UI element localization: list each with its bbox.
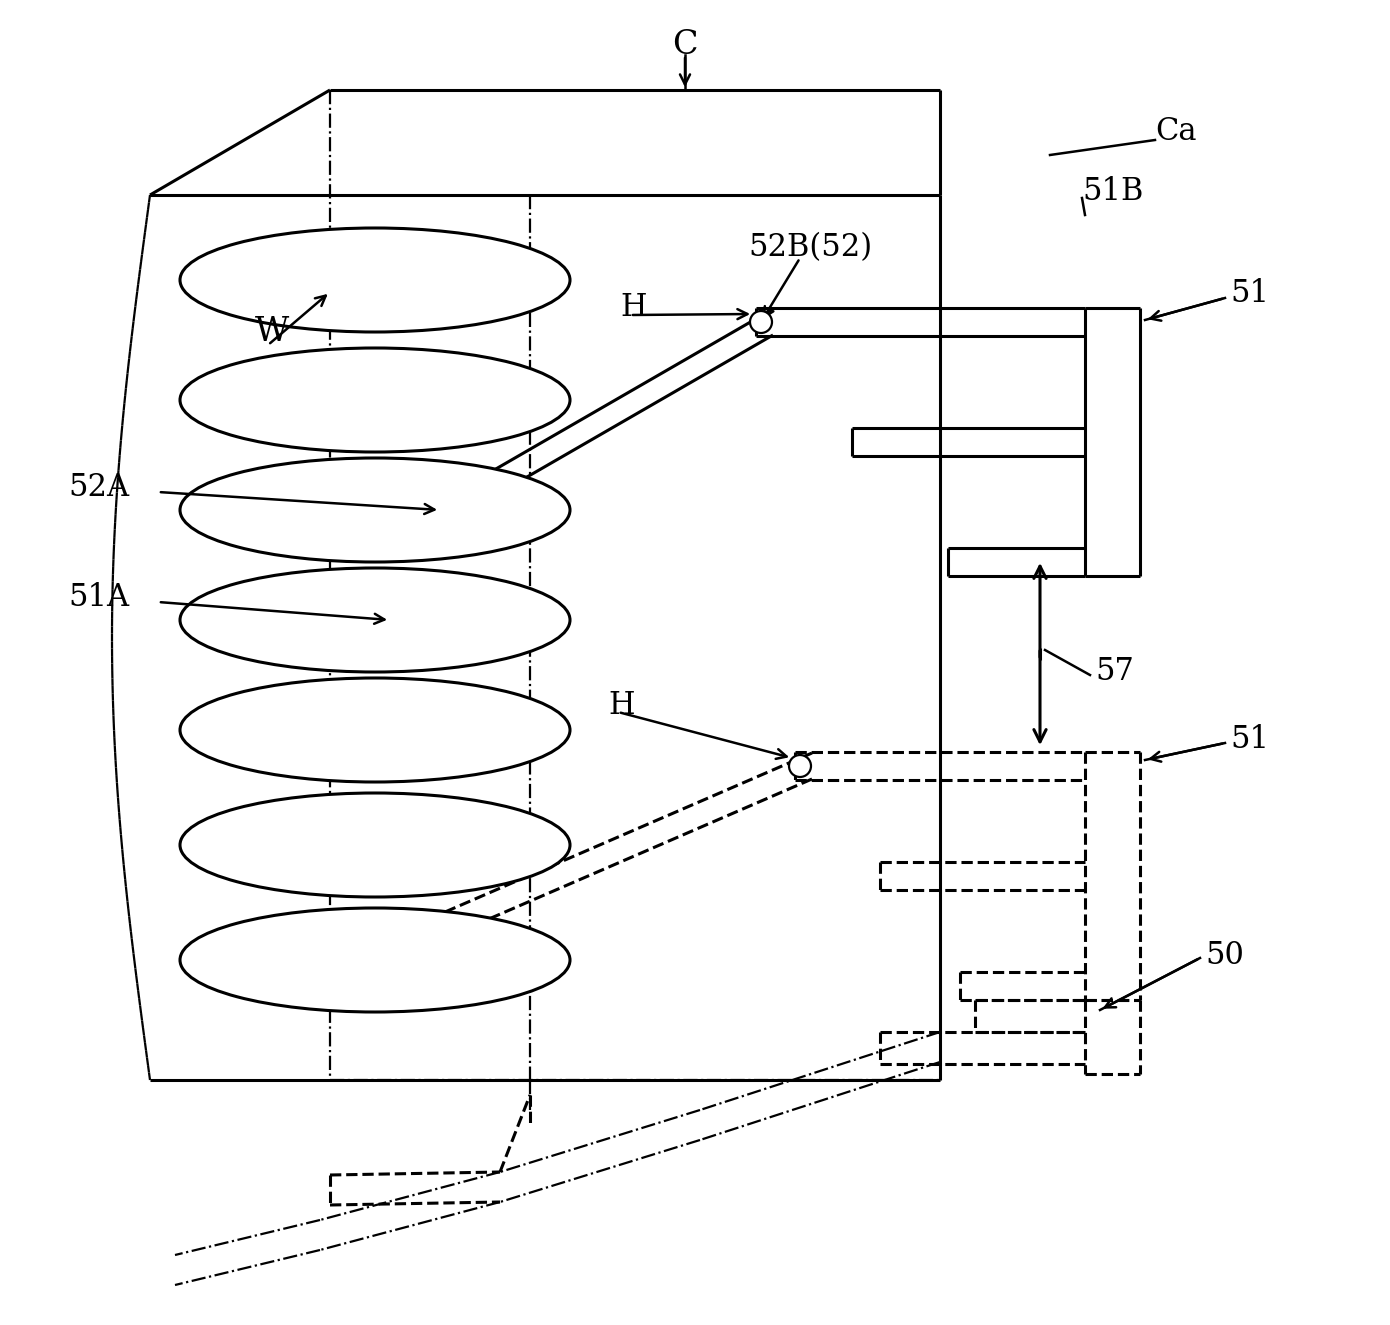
Ellipse shape <box>179 568 570 672</box>
Ellipse shape <box>179 792 570 897</box>
Ellipse shape <box>179 228 570 333</box>
Text: 52B(52): 52B(52) <box>748 232 872 264</box>
Circle shape <box>751 311 771 333</box>
Text: 51: 51 <box>1230 725 1269 755</box>
Circle shape <box>790 755 810 776</box>
Text: 57: 57 <box>1095 656 1134 688</box>
Text: W: W <box>254 315 289 348</box>
Text: 51: 51 <box>1230 277 1269 309</box>
Text: Ca: Ca <box>1155 117 1197 147</box>
Text: H: H <box>607 689 634 721</box>
Text: C: C <box>673 29 698 61</box>
Ellipse shape <box>179 348 570 452</box>
Text: 52A: 52A <box>68 472 129 502</box>
Ellipse shape <box>179 458 570 562</box>
Ellipse shape <box>179 678 570 782</box>
Text: 51B: 51B <box>1081 176 1144 208</box>
Text: 51A: 51A <box>68 583 129 613</box>
Text: H: H <box>620 293 646 323</box>
Ellipse shape <box>179 908 570 1012</box>
Text: 50: 50 <box>1205 939 1244 970</box>
